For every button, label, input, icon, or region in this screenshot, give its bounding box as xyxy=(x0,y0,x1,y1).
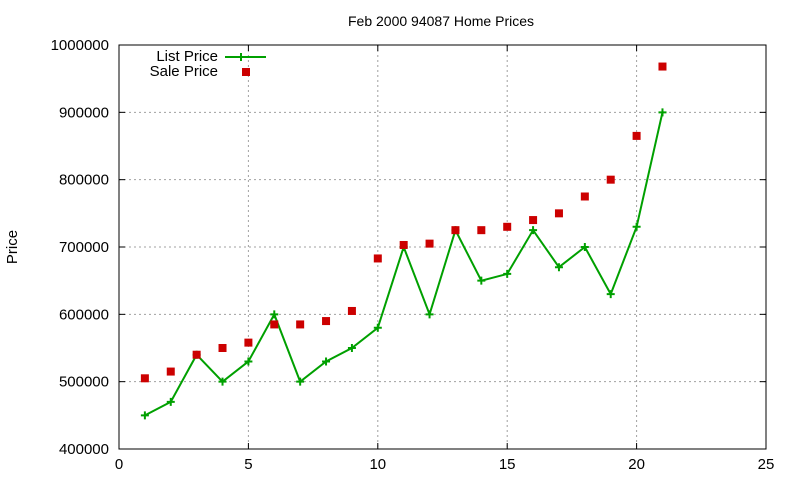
legend-marker-list-price xyxy=(237,53,245,61)
y-tick-label: 600000 xyxy=(59,306,109,323)
sale-price-point xyxy=(244,338,253,347)
x-tick-label: 10 xyxy=(369,456,386,473)
y-tick-label: 400000 xyxy=(59,441,109,458)
chart-title: Feb 2000 94087 Home Prices xyxy=(348,13,534,29)
sale-price-point xyxy=(218,344,227,352)
sale-price-point xyxy=(580,192,589,201)
y-tick-label: 900000 xyxy=(59,104,109,121)
y-tick-label: 800000 xyxy=(59,172,109,189)
list-price-point xyxy=(140,411,149,420)
sale-price-point xyxy=(270,320,279,329)
legend: List Price Sale Price xyxy=(150,48,266,80)
list-price-point xyxy=(166,397,175,406)
sale-price-point xyxy=(503,222,512,231)
list-price-point xyxy=(347,344,356,352)
sale-price-point xyxy=(140,374,149,383)
list-price-point xyxy=(503,269,512,278)
legend-label-list-price: List Price xyxy=(156,48,218,65)
list-price-point xyxy=(580,243,589,251)
sale-price-point xyxy=(373,254,382,263)
sale-price-point xyxy=(347,306,356,315)
sale-price-point xyxy=(554,209,563,218)
sale-price-point xyxy=(529,216,538,225)
list-price-point xyxy=(270,310,279,319)
list-price-point xyxy=(296,377,305,386)
sale-price-point xyxy=(192,350,201,359)
list-price-point xyxy=(632,222,641,231)
list-price-point xyxy=(218,377,227,386)
sale-price-point xyxy=(296,320,305,329)
sale-price-point xyxy=(425,239,434,248)
sale-price-point xyxy=(451,226,460,235)
y-tick-label: 1000000 xyxy=(51,37,109,54)
list-price-point xyxy=(477,276,486,285)
x-tick-label: 20 xyxy=(628,456,645,473)
sale-price-point xyxy=(399,240,408,249)
y-axis-label: Price xyxy=(4,230,21,264)
list-price-point xyxy=(373,323,382,332)
list-price-point xyxy=(244,357,253,366)
list-price-line xyxy=(144,112,664,417)
list-price-point xyxy=(606,290,615,299)
sale-price-point xyxy=(658,62,667,71)
sale-price-point xyxy=(166,367,175,376)
y-tick-label: 500000 xyxy=(59,374,109,391)
list-price-point xyxy=(554,263,563,272)
plot-area-border xyxy=(118,44,767,450)
legend-label-sale-price: Sale Price xyxy=(150,63,218,80)
sale-price-point xyxy=(322,317,331,326)
x-tick-label: 15 xyxy=(499,456,516,473)
sale-price-point xyxy=(632,131,641,140)
list-price-point xyxy=(658,108,667,117)
sale-price-point xyxy=(477,226,486,235)
list-price-point xyxy=(529,226,538,235)
y-tick-label: 700000 xyxy=(59,239,109,256)
legend-marker-sale-price xyxy=(242,68,250,76)
x-tick-label: 5 xyxy=(244,456,252,473)
list-price-point xyxy=(322,357,331,366)
sale-price-point xyxy=(606,175,615,184)
list-price-point xyxy=(425,310,434,319)
data-series xyxy=(140,62,667,420)
grid-lines xyxy=(119,45,766,449)
x-tick-label: 0 xyxy=(115,456,123,473)
x-tick-label: 25 xyxy=(758,456,775,473)
axis-ticks: 0 5 10 15 20 25 400000 500000 600000 700000 800000… xyxy=(51,37,775,473)
